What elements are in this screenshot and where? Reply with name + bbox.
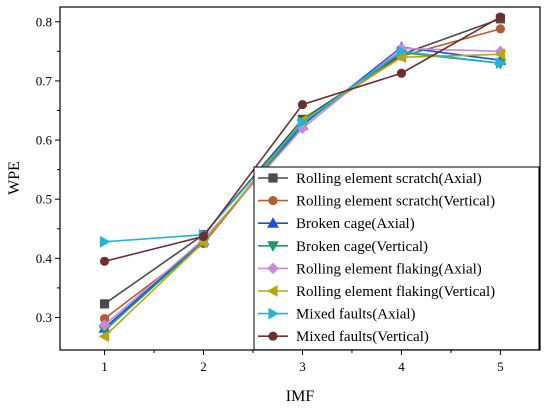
x-axis-title: IMF [286,388,315,405]
series-8 [99,12,506,266]
y-tick-label: 0.6 [36,133,53,148]
data-point [495,24,506,34]
legend-label: Rolling element flaking(Vertical) [296,284,495,300]
legend-label: Rolling element flaking(Axial) [296,261,482,277]
data-point [98,319,111,331]
legend-label: Mixed faults(Vertical) [296,329,429,345]
legend-item: Mixed faults(Axial) [258,307,416,323]
legend-item: Rolling element flaking(Axial) [258,261,482,277]
data-point [494,48,506,61]
y-tick-label: 0.3 [36,310,52,325]
legend-label: Broken cage(Vertical) [296,239,428,255]
data-point [297,116,309,129]
legend-item: Rolling element scratch(Axial) [258,171,482,187]
legend-marker [266,285,278,297]
y-tick-label: 0.5 [36,192,52,207]
data-point [396,45,408,58]
legend-label: Rolling element scratch(Axial) [296,171,482,187]
legend-box [253,166,540,351]
legend-marker [268,307,280,320]
x-tick-label: 2 [200,359,207,374]
x-tick-label: 1 [101,359,108,374]
data-point [396,68,407,78]
legend-marker [268,331,278,341]
data-point [297,99,308,110]
data-point [99,256,110,266]
data-point [495,57,507,70]
legend-label: Rolling element scratch(Vertical) [296,194,495,210]
y-tick-label: 0.7 [36,73,53,88]
legend-item: Rolling element flaking(Vertical) [258,284,495,300]
x-tick-label: 5 [497,359,504,374]
legend-item: Rolling element scratch(Vertical) [258,194,495,210]
legend-item: Broken cage(Axial) [258,216,415,232]
legend: Rolling element scratch(Axial) Rolling el… [253,166,540,351]
x-tick-label: 3 [299,359,306,374]
legend-marker [267,241,279,252]
data-point [99,299,110,309]
x-tick-label: 4 [398,359,405,374]
legend-marker [267,217,279,228]
legend-marker [268,196,278,206]
legend-item: Mixed faults(Vertical) [258,329,429,345]
legend-marker [267,262,279,275]
data-point [198,231,209,242]
data-point [99,235,111,248]
legend-item: Broken cage(Vertical) [258,239,428,255]
data-point [98,330,110,343]
data-point [495,12,506,22]
y-axis-title: WPE [6,161,23,195]
legend-marker [268,173,278,183]
legend-label: Broken cage(Axial) [296,216,415,232]
y-tick-label: 0.8 [36,14,52,29]
legend-label: Mixed faults(Axial) [296,307,416,323]
y-tick-label: 0.4 [36,251,53,266]
